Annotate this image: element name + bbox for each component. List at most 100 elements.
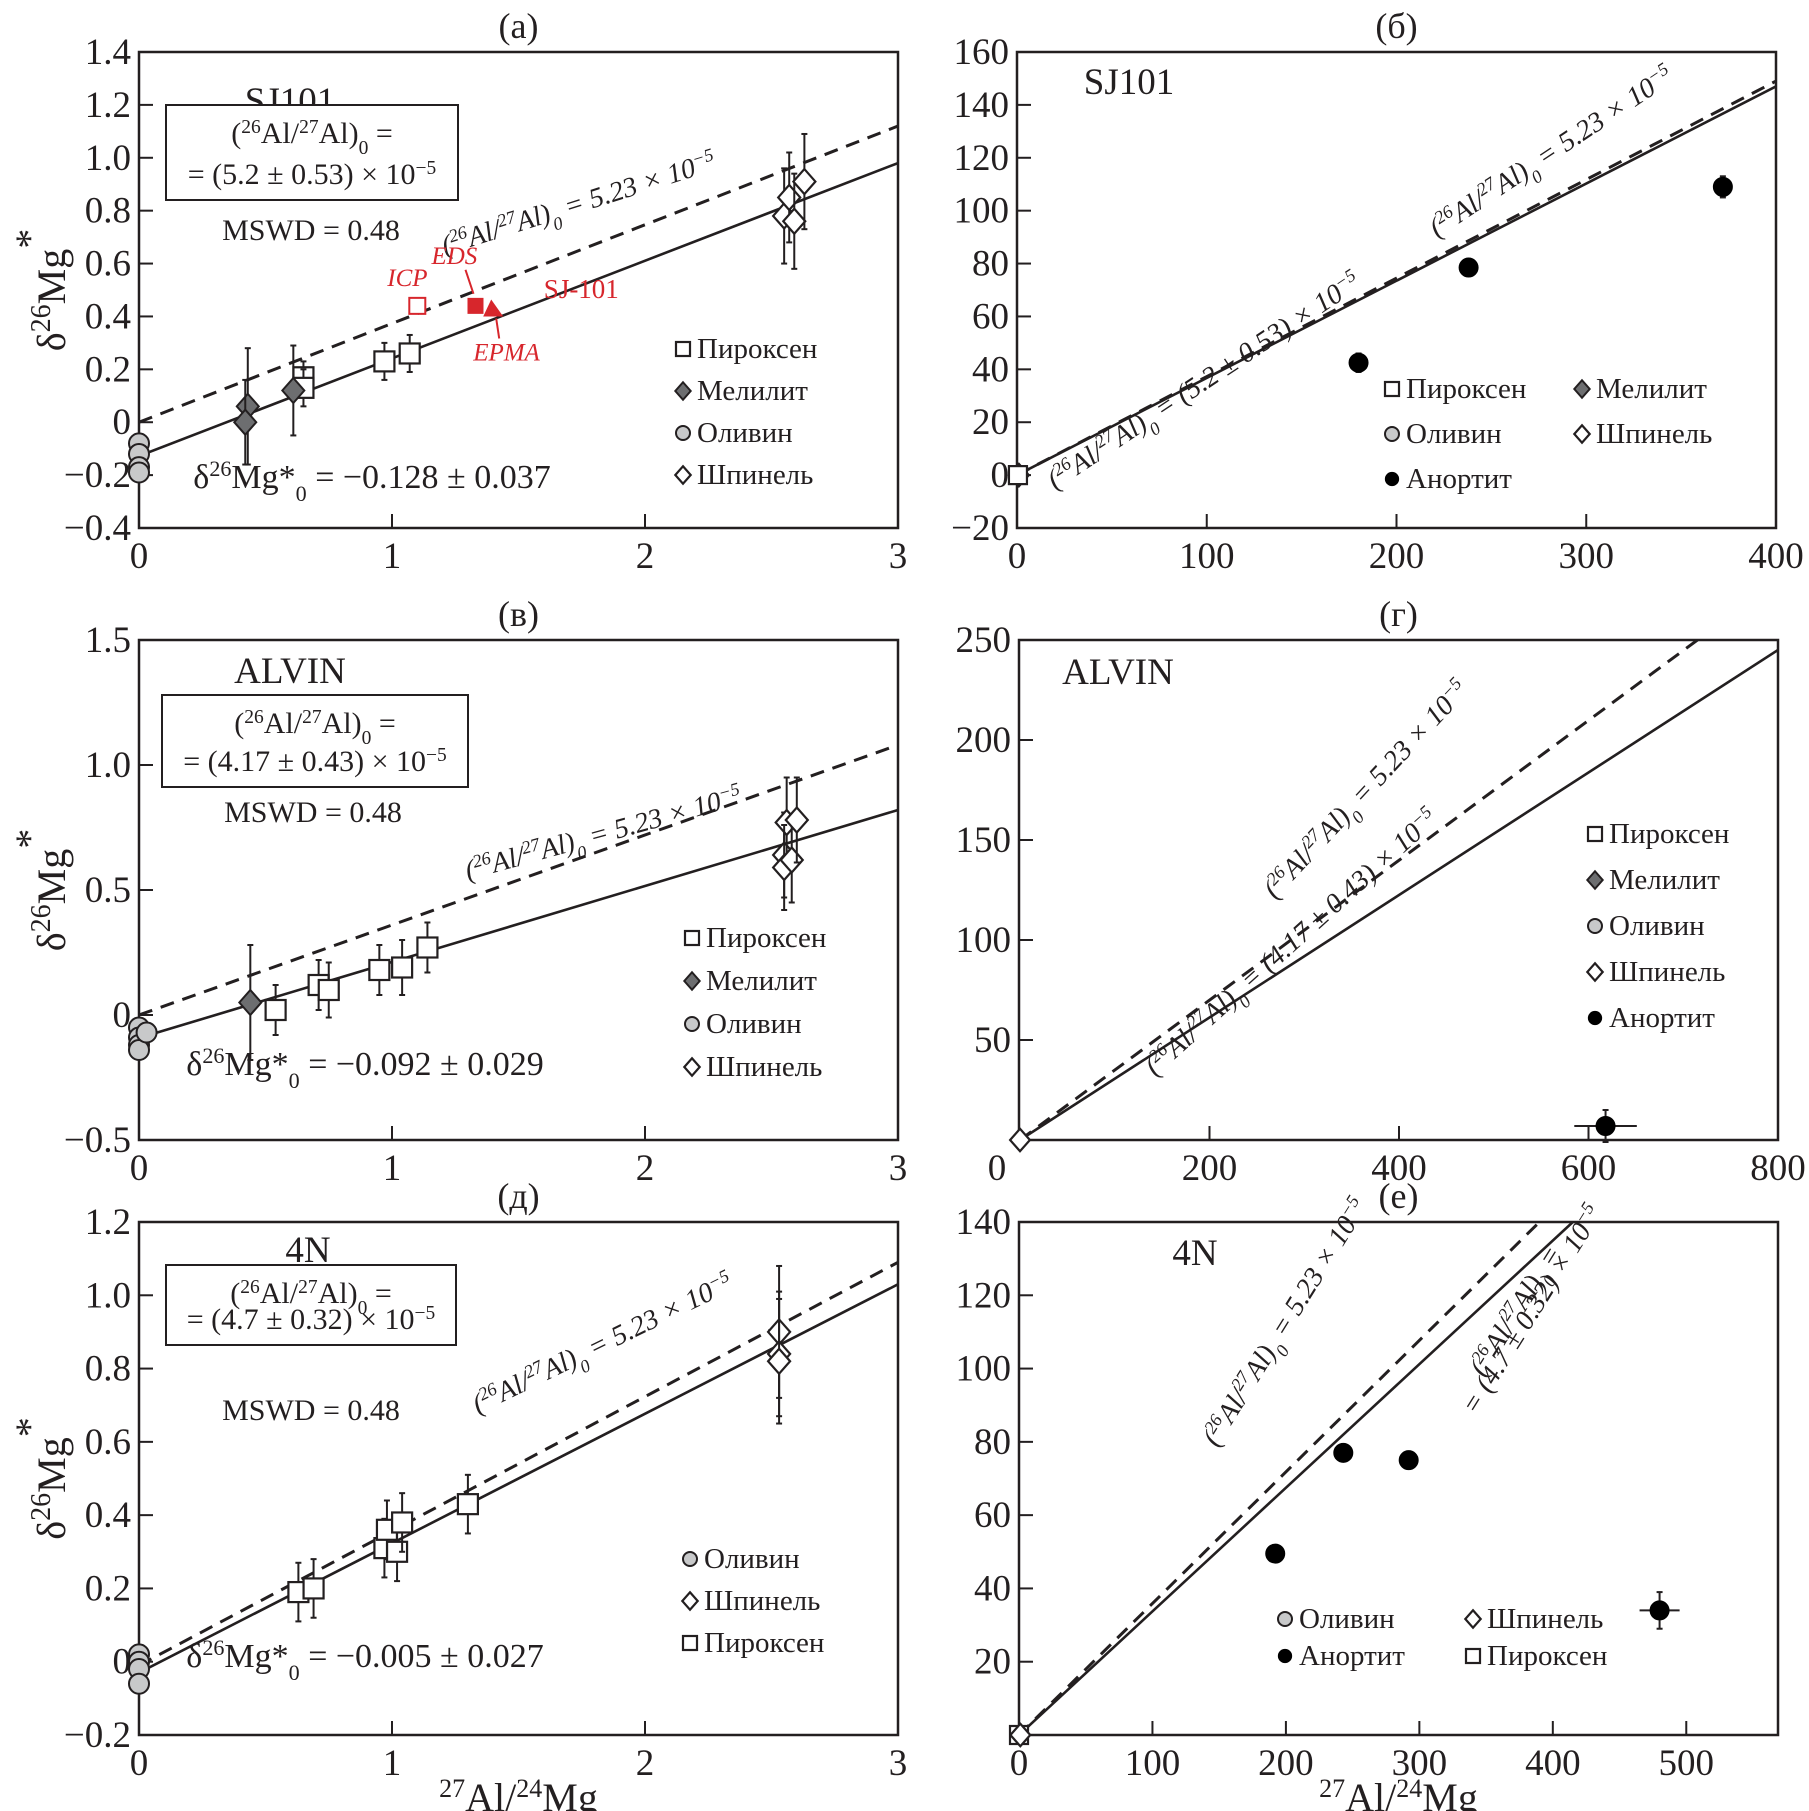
legend-label: Оливин xyxy=(706,1008,802,1040)
x-tick-label: 400 xyxy=(1371,1148,1427,1189)
y-tick-label: 1.0 xyxy=(85,1275,131,1316)
legend: Оливин Шпинель Пироксен xyxy=(680,1543,824,1659)
x-tick-label: 1 xyxy=(383,1743,402,1784)
result-box-line2: = (5.2 ± 0.53) × 10−5 xyxy=(188,158,437,192)
eds-label: EDS xyxy=(430,243,477,270)
legend-item-anorthite: Анортит xyxy=(1587,1002,1715,1034)
reference-line-label: (26Al/27Al)0 = 5.23 × 10−5 xyxy=(467,1265,741,1426)
legend-label: Мелилит xyxy=(1596,373,1707,405)
result-box xyxy=(165,104,459,201)
x-tick-label: 0 xyxy=(988,1148,1007,1189)
y-tick-label: 0.6 xyxy=(85,1422,131,1463)
pyroxene-marker xyxy=(456,1493,479,1516)
x-tick-label: 400 xyxy=(1748,536,1804,577)
y-tick-label: 150 xyxy=(956,820,1012,861)
sample-name: 4N xyxy=(1172,1233,1217,1274)
y-tick-label: 0 xyxy=(991,455,1010,496)
y-tick-label: −20 xyxy=(951,508,1009,549)
y-axis-title: δ26Mg* xyxy=(7,229,75,351)
sample-name: ALVIN xyxy=(1062,652,1174,693)
legend-item-pyroxene: Пироксен xyxy=(1383,373,1526,405)
x-tick-label: 200 xyxy=(1369,536,1425,577)
epma-label: EPMA xyxy=(472,340,540,367)
x-tick-label: 0 xyxy=(1010,1743,1029,1784)
icp-marker xyxy=(408,296,427,315)
x-tick-label: 600 xyxy=(1561,1148,1617,1189)
reference-line xyxy=(139,124,898,424)
spinel-marker xyxy=(766,1347,792,1376)
anorthite-marker xyxy=(1398,1450,1419,1471)
legend-item-anorthite: Анортит xyxy=(1277,1640,1405,1672)
spinel-marker xyxy=(1008,1127,1032,1153)
x-tick-label: 0 xyxy=(130,1148,149,1189)
legend-label: Шпинель xyxy=(1596,418,1712,450)
spinel-marker xyxy=(1008,1722,1032,1748)
y-tick-label: 1.0 xyxy=(85,745,131,786)
mswd-label: MSWD = 0.48 xyxy=(222,1394,400,1427)
y-tick-label: 0.2 xyxy=(85,1568,131,1609)
olivine-marker xyxy=(1277,1611,1293,1627)
legend-item-olivine: Оливин xyxy=(1587,910,1705,942)
legend-item-pyroxene: Пироксен xyxy=(683,922,826,954)
y-tick-label: 50 xyxy=(974,1020,1011,1061)
x-tick-label: 100 xyxy=(1125,1743,1181,1784)
panel-tag: (г) xyxy=(1379,594,1418,634)
spinel-marker xyxy=(680,1590,700,1612)
melilite-marker xyxy=(1572,378,1592,400)
legend: Пироксен Мелилит Оливин Шпинель Анортит xyxy=(1585,818,1729,1034)
result-box-line1: (26Al/27Al)0 = xyxy=(234,707,396,749)
y-tick-label: −0.4 xyxy=(64,508,131,549)
legend-item-olivine: Оливин xyxy=(682,1543,800,1575)
legend-label: Мелилит xyxy=(697,375,808,407)
epma-pointer xyxy=(495,318,501,339)
melilite-marker xyxy=(682,970,702,992)
fit-lines xyxy=(1019,1222,1574,1735)
pyroxene-marker xyxy=(264,998,287,1022)
plot-frame xyxy=(137,50,900,530)
y-tick-label: 40 xyxy=(974,1568,1011,1609)
pyroxene-marker xyxy=(1007,465,1029,486)
x-tick-label: 300 xyxy=(1392,1743,1448,1784)
y-tick-label: 140 xyxy=(954,85,1010,126)
plot-frame xyxy=(1015,50,1778,530)
pyroxene-marker xyxy=(391,956,414,979)
legend-label: Анортит xyxy=(1406,463,1512,495)
x-tick-label: 3 xyxy=(889,1743,908,1784)
y-tick-label: 0.8 xyxy=(85,191,131,232)
spinel-marker xyxy=(1572,423,1592,445)
olivine-marker xyxy=(135,1021,158,1044)
x-tick-label: 0 xyxy=(1008,536,1027,577)
panel-tag: (е) xyxy=(1379,1176,1419,1216)
x-tick-label: 1 xyxy=(383,536,402,577)
legend-label: Пироксен xyxy=(697,333,817,365)
x-tick-label: 2 xyxy=(636,536,655,577)
result-box xyxy=(161,694,469,788)
spinel-marker xyxy=(1463,1608,1483,1630)
legend-label: Мелилит xyxy=(706,965,817,997)
panel-c: (в)−0.500.51.01.50 1 2 3δ26Mg*ALVIN(26Al/27… xyxy=(7,594,908,1189)
olivine-marker xyxy=(684,1016,700,1032)
olivine-marker xyxy=(675,425,691,441)
intercept-label: δ26Mg*0 = −0.005 ± 0.027 xyxy=(186,1635,543,1685)
y-tick-label: 200 xyxy=(956,720,1012,761)
pyroxene-marker xyxy=(368,958,391,982)
fit-lines xyxy=(1019,640,1778,1140)
y-axis-title: δ26Mg* xyxy=(7,829,75,951)
intercept-label: δ26Mg*0 = −0.092 ± 0.029 xyxy=(186,1043,543,1093)
legend-item-melilite: Мелилит xyxy=(1585,864,1720,896)
legend-label: Пироксен xyxy=(1406,373,1526,405)
epma-marker xyxy=(483,299,504,317)
x-tick-label: 200 xyxy=(1182,1148,1238,1189)
y-tick-label: 0 xyxy=(113,1642,132,1683)
fit-lines xyxy=(1017,79,1776,477)
x-tick-label: 100 xyxy=(1179,536,1235,577)
legend-item-spinel: Шпинель xyxy=(682,1051,822,1083)
icp-label: ICP xyxy=(386,265,427,292)
reference-line xyxy=(1019,640,1699,1140)
legend-item-melilite: Мелилит xyxy=(682,965,817,997)
pyroxene-marker xyxy=(302,1577,325,1600)
legend-label: Мелилит xyxy=(1609,864,1720,896)
spinel-marker xyxy=(1585,961,1605,983)
legend-label: Оливин xyxy=(697,417,793,449)
